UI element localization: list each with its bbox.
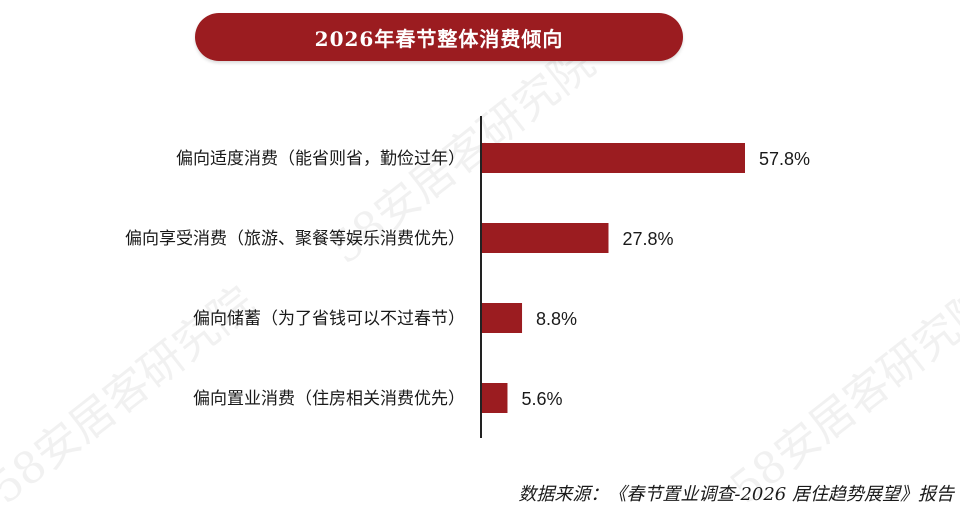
data-label: 27.8%	[622, 229, 673, 249]
data-label: 57.8%	[759, 149, 810, 169]
chart-title: 2026年春节整体消费倾向	[314, 26, 564, 51]
bar	[482, 223, 609, 253]
bar	[482, 383, 508, 413]
chart-title-banner: 2026年春节整体消费倾向	[195, 13, 683, 61]
bar	[482, 143, 745, 173]
source-note: 数据来源：《春节置业调查-2026 居住趋势展望》报告	[518, 484, 954, 505]
data-label: 8.8%	[536, 309, 577, 329]
bar	[482, 303, 523, 333]
category-label: 偏向置业消费（住房相关消费优先）	[193, 389, 465, 409]
category-label: 偏向适度消费（能省则省，勤俭过年）	[176, 149, 465, 169]
data-label: 5.6%	[521, 389, 562, 409]
category-label: 偏向储蓄（为了省钱可以不过春节）	[193, 309, 465, 329]
category-label: 偏向享受消费（旅游、聚餐等娱乐消费优先）	[125, 229, 465, 249]
